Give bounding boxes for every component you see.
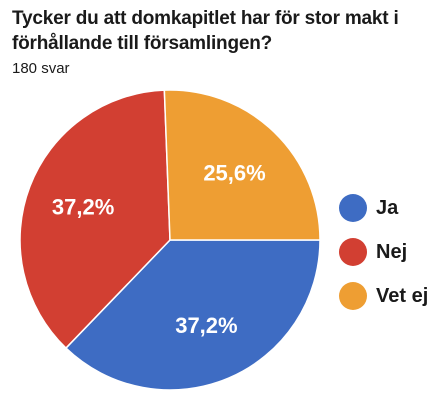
pie-slices [19, 89, 321, 391]
pie-value-labels: 37,2% 37,2% 25,6% [52, 161, 266, 339]
legend-label-nej: Nej [376, 241, 408, 263]
pie-label-nej: 37,2% [52, 194, 114, 219]
response-count: 180 svar [12, 60, 70, 77]
legend-label-ja: Ja [376, 197, 399, 219]
chart-legend: Ja Nej Vet ej [339, 190, 443, 322]
legend-swatch-ja [339, 194, 367, 222]
legend-item-nej: Nej [339, 234, 443, 278]
pie-slice-ja [65, 239, 321, 391]
pie-slice-vet-ej [163, 89, 321, 241]
legend-item-vet-ej: Vet ej [339, 278, 443, 322]
chart-header: Tycker du att domkapitlet har för stor m… [12, 6, 437, 78]
legend-item-ja: Ja [339, 190, 443, 234]
pie-label-vet-ej: 25,6% [203, 161, 265, 186]
legend-swatch-nej [339, 238, 367, 266]
pie-slice-nej [19, 89, 171, 349]
legend-swatch-vet-ej [339, 282, 367, 310]
pie-label-ja: 37,2% [175, 313, 237, 338]
legend-label-vet-ej: Vet ej [376, 285, 429, 307]
chart-title: Tycker du att domkapitlet har för stor m… [12, 8, 399, 54]
